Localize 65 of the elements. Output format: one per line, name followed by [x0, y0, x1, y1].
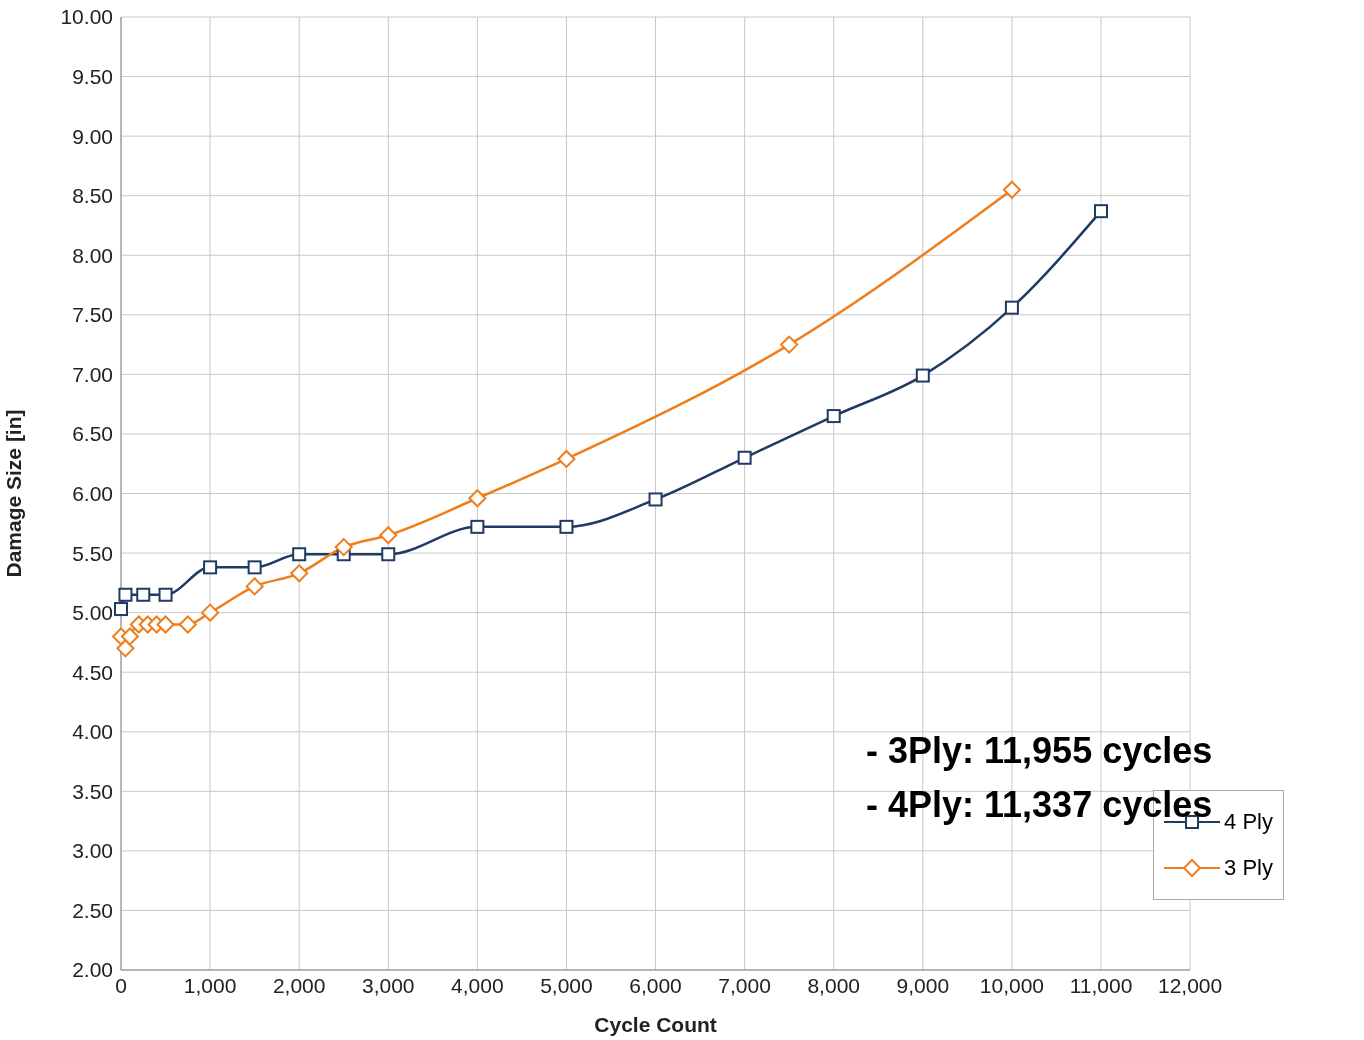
point — [648, 492, 663, 507]
point — [136, 587, 151, 602]
x-tick-label: 6,000 — [629, 973, 682, 997]
x-tick-label: 12,000 — [1157, 973, 1223, 997]
point — [559, 519, 574, 534]
y-tick-label: 2.00 — [72, 958, 113, 982]
point — [178, 615, 197, 634]
x-tick-label: 3,000 — [361, 973, 415, 997]
y-tick-label: 5.50 — [72, 541, 113, 565]
point — [247, 560, 262, 575]
point — [1002, 180, 1021, 199]
point — [379, 526, 398, 545]
y-tick-label: 7.00 — [72, 362, 113, 386]
point — [118, 587, 133, 602]
x-tick-label: 0 — [115, 973, 127, 997]
point — [780, 335, 799, 354]
point — [158, 587, 173, 602]
point — [468, 489, 487, 508]
point — [201, 603, 220, 622]
point — [120, 627, 139, 646]
point — [290, 564, 309, 583]
y-tick-label: 5.00 — [72, 601, 113, 625]
point — [1093, 204, 1108, 219]
y-tick-label: 9.50 — [72, 65, 113, 89]
y-tick-label: 7.50 — [72, 303, 113, 327]
point — [381, 547, 396, 562]
y-tick-label: 4.00 — [72, 720, 113, 744]
y-axis-title: Damage Size [in] — [2, 409, 26, 578]
legend-label: 3 Ply — [1224, 855, 1273, 881]
x-tick-label: 8,000 — [807, 973, 860, 997]
point — [470, 519, 485, 534]
y-tick-label: 8.00 — [72, 243, 113, 267]
point — [334, 538, 353, 557]
point — [203, 560, 218, 575]
y-tick-label: 4.50 — [72, 660, 113, 684]
point — [737, 450, 752, 465]
y-tick-label: 10.00 — [60, 5, 113, 29]
point — [1004, 300, 1019, 315]
point — [116, 639, 135, 658]
point — [915, 368, 930, 383]
x-tick-label: 5,000 — [540, 973, 593, 997]
point — [557, 449, 576, 468]
x-tick-label: 11,000 — [1069, 973, 1133, 997]
x-tick-label: 1,000 — [183, 973, 237, 997]
y-tick-label: 9.00 — [72, 124, 113, 148]
y-tick-label: 3.00 — [72, 839, 113, 863]
point — [114, 602, 128, 617]
y-tick-label: 3.50 — [72, 779, 113, 803]
y-tick-label: 6.00 — [72, 481, 113, 505]
y-tick-label: 2.50 — [72, 898, 113, 922]
point — [245, 577, 264, 596]
legend-label: 4 Ply — [1224, 809, 1273, 835]
x-tick-label: 9,000 — [896, 973, 950, 997]
point — [826, 409, 841, 424]
point — [156, 615, 175, 634]
y-tick-label: 8.50 — [72, 184, 113, 208]
x-tick-label: 4,000 — [451, 973, 504, 997]
annotation: - 3Ply: 11,955 cycles — [866, 730, 1213, 772]
x-axis-title: Cycle Count — [594, 1013, 717, 1036]
point — [292, 547, 307, 562]
x-tick-label: 7,000 — [718, 973, 771, 997]
annotation: - 4Ply: 11,337 cycles — [866, 784, 1213, 826]
x-tick-label: 2,000 — [272, 973, 326, 997]
y-tick-label: 6.50 — [72, 422, 113, 446]
x-tick-label: 10,000 — [979, 973, 1045, 997]
